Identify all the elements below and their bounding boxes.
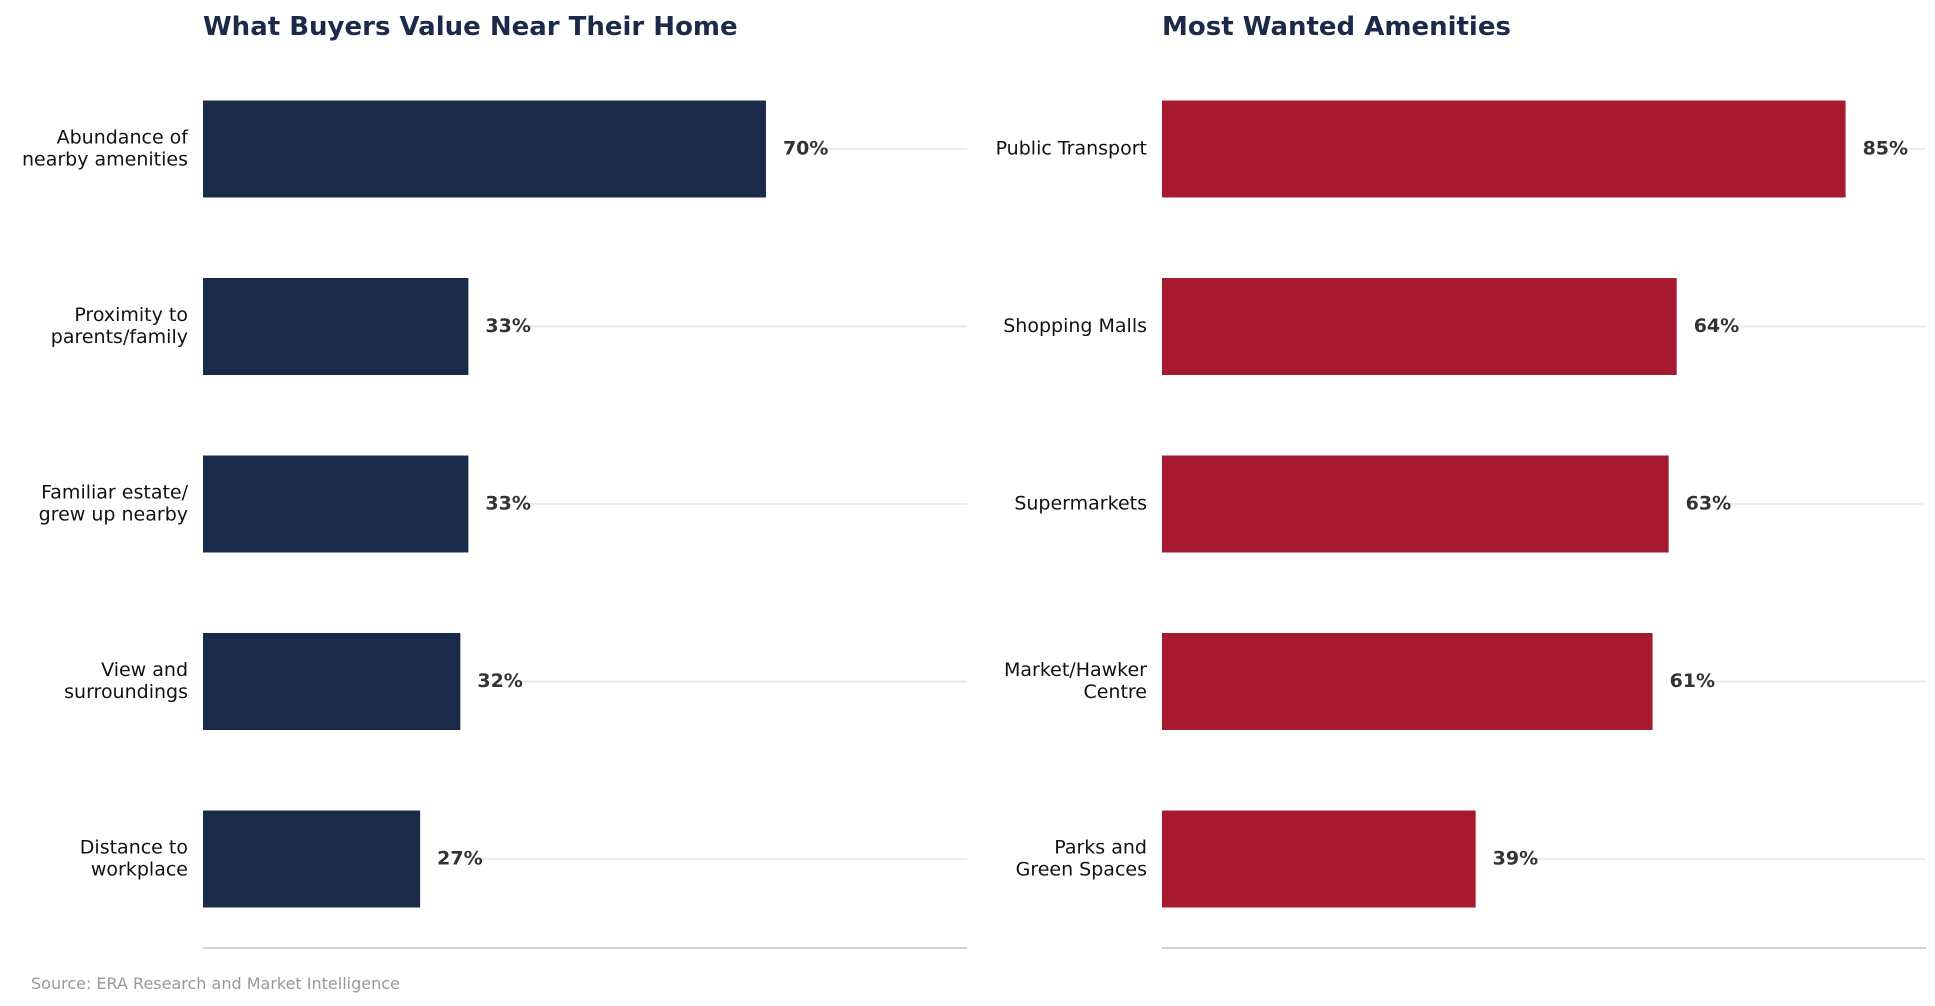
left-chart-category-label: surroundings bbox=[64, 681, 188, 703]
left-chart-value-label: 33% bbox=[485, 315, 530, 337]
left-chart-category-label: workplace bbox=[91, 859, 188, 881]
source-note: Source: ERA Research and Market Intellig… bbox=[31, 974, 400, 993]
left-chart-value-label: 32% bbox=[477, 670, 522, 692]
left-chart-value-label: 27% bbox=[437, 848, 482, 870]
right-chart-value-label: 85% bbox=[1863, 138, 1908, 160]
right-chart-category-label: Parks and bbox=[1054, 837, 1147, 859]
right-chart-bar bbox=[1162, 633, 1653, 730]
right-chart-value-label: 64% bbox=[1694, 315, 1739, 337]
left-chart-bar bbox=[203, 455, 469, 553]
left-chart-bar bbox=[203, 810, 421, 908]
left-chart-value-label: 70% bbox=[783, 138, 828, 160]
left-chart-bar bbox=[203, 278, 469, 375]
left-chart-category-label: Proximity to bbox=[74, 304, 188, 326]
left-chart-category-label: Familiar estate/ bbox=[41, 482, 188, 504]
left-chart-category-label: Abundance of bbox=[57, 127, 190, 149]
right-chart-category-label: Centre bbox=[1083, 681, 1147, 703]
right-chart-bar bbox=[1162, 278, 1677, 375]
right-chart-category-label: Market/Hawker bbox=[1004, 659, 1147, 681]
right-chart-value-label: 61% bbox=[1670, 670, 1715, 692]
left-chart-bar bbox=[203, 100, 766, 198]
right-chart-category-label: Supermarkets bbox=[1014, 493, 1147, 515]
right-chart-title: Most Wanted Amenities bbox=[1162, 12, 1511, 42]
left-chart-category-label: nearby amenities bbox=[22, 149, 188, 171]
right-chart-bar bbox=[1162, 455, 1669, 553]
left-chart-category-label: View and bbox=[101, 659, 188, 681]
right-chart-value-label: 63% bbox=[1686, 493, 1731, 515]
right-chart-bar bbox=[1162, 100, 1846, 198]
left-chart-category-label: grew up nearby bbox=[39, 504, 188, 526]
right-chart-category-label: Green Spaces bbox=[1016, 859, 1147, 881]
left-chart-category-label: Distance to bbox=[80, 837, 188, 859]
left-chart-category-label: parents/family bbox=[51, 326, 188, 348]
left-chart-value-label: 33% bbox=[485, 493, 530, 515]
right-chart-category-label: Public Transport bbox=[996, 138, 1147, 160]
left-chart-bar bbox=[203, 633, 461, 730]
left-chart-title: What Buyers Value Near Their Home bbox=[203, 12, 738, 42]
right-chart-value-label: 39% bbox=[1493, 848, 1538, 870]
right-chart-category-label: Shopping Malls bbox=[1003, 315, 1147, 337]
right-chart-bar bbox=[1162, 810, 1476, 908]
